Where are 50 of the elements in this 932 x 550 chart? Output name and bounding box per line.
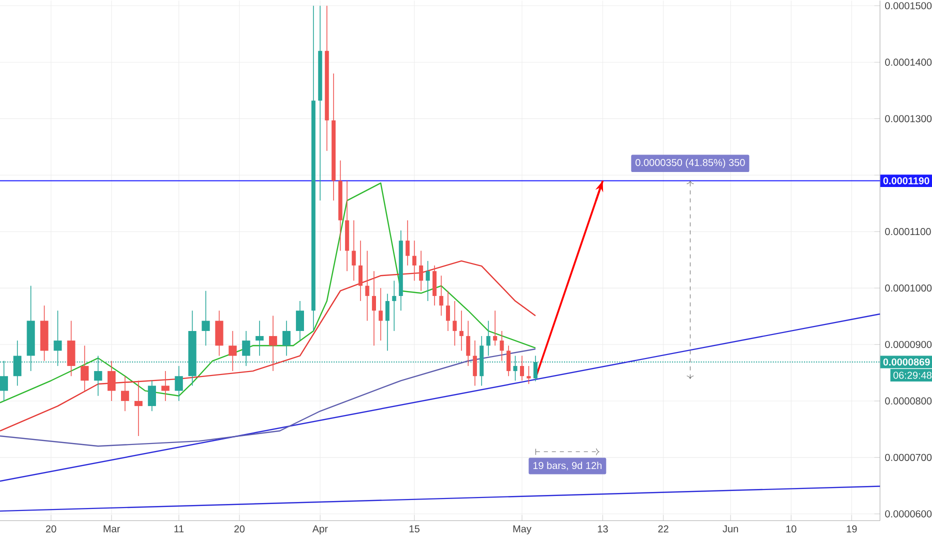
x-tick-label: 11 <box>174 525 184 532</box>
candlestick <box>385 293 390 352</box>
candlestick <box>446 290 450 332</box>
candlestick <box>513 355 518 382</box>
candlestick <box>358 240 363 302</box>
y-tick-label: 0.0001000 <box>885 284 932 292</box>
candlestick <box>466 320 470 366</box>
candlestick <box>526 366 531 384</box>
candlestick <box>506 345 511 377</box>
candlestick <box>486 320 490 356</box>
text: 06:29:48 <box>893 372 932 379</box>
y-tick-label: 0.0001400 <box>885 58 932 66</box>
x-tick-label: 10 <box>786 525 796 532</box>
candlestick <box>419 250 424 292</box>
candlestick <box>378 288 383 341</box>
y-tick-label: 0.0000600 <box>885 510 932 518</box>
candlestick <box>452 300 457 346</box>
x-tick-label: Jun <box>722 525 738 532</box>
x-tick-label: 22 <box>658 525 668 532</box>
candlestick <box>372 270 376 346</box>
x-tick-label: 20 <box>234 525 245 532</box>
y-tick-label: 0.0000900 <box>885 340 932 348</box>
y-tick-label: 0.0001100 <box>885 228 931 236</box>
y-tick-label: 0.0000700 <box>885 454 932 461</box>
x-tick-label: 15 <box>410 525 420 532</box>
x-tick-label: 13 <box>598 525 608 532</box>
candlestick <box>392 280 396 332</box>
y-tick-label: 0.0000800 <box>885 397 932 405</box>
candlestick <box>459 310 464 352</box>
annotation: 0.0000350 (41.85%) 350 <box>636 158 745 168</box>
y-tick-label: 0.0001500 <box>885 2 932 10</box>
x-tick-label: 20 <box>46 525 56 532</box>
x-tick-label: Mar <box>104 525 120 532</box>
candlestick <box>412 240 416 282</box>
x-tick-label: 19 <box>846 525 857 532</box>
candlestick <box>352 220 356 282</box>
y-tick-label: 0.0001300 <box>885 115 932 122</box>
x-tick-label: May <box>513 525 532 534</box>
candlestick <box>439 275 444 316</box>
x-tick-label: Apr <box>312 525 328 534</box>
annotation: 19 bars, 9d 12h <box>533 462 602 470</box>
candlestick <box>520 355 524 382</box>
candlestick <box>472 340 477 386</box>
candlestick <box>426 260 430 302</box>
candlestick <box>365 250 370 322</box>
candlestick <box>500 330 504 362</box>
candlestick <box>406 220 410 266</box>
ref-line-label: 0.0001190 <box>883 177 930 184</box>
ref-line-label: 0.0000869 <box>883 358 930 366</box>
candlestick <box>493 310 498 346</box>
